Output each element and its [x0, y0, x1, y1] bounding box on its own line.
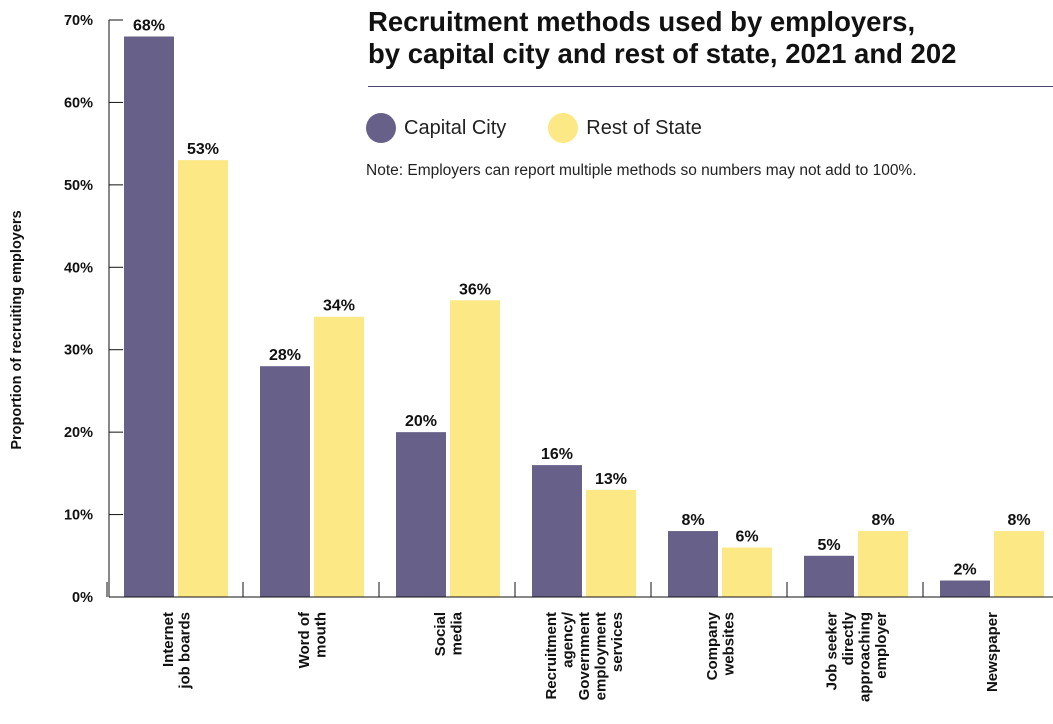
- data-label-capital-city: 2%: [953, 562, 976, 579]
- x-category-label: Socialmedia: [432, 611, 466, 656]
- data-label-rest-of-state: 8%: [1007, 512, 1030, 529]
- y-axis: 0% 10% 20% 30% 40% 50% 60% 70%: [64, 13, 123, 606]
- x-category-label: Internetjob boards: [160, 612, 194, 690]
- y-tick-label: 20%: [64, 425, 93, 441]
- bar-rest-of-state: [450, 300, 500, 597]
- bar-rest-of-state: [722, 547, 772, 597]
- y-tick-label: 60%: [64, 95, 93, 111]
- svg-text:Word ofmouth: Word ofmouth: [296, 611, 330, 668]
- legend-item-rest-of-state: Rest of State: [548, 113, 702, 143]
- data-label-rest-of-state: 53%: [187, 141, 219, 158]
- data-label-rest-of-state: 13%: [595, 471, 627, 488]
- chart-note: Note: Employers can report multiple meth…: [366, 162, 917, 179]
- bar-capital-city: [668, 531, 718, 597]
- svg-text:Socialmedia: Socialmedia: [432, 611, 466, 656]
- data-label-rest-of-state: 6%: [735, 529, 758, 546]
- bar-capital-city: [124, 36, 174, 597]
- data-label-rest-of-state: 34%: [323, 298, 355, 315]
- x-category-label: Newspaper: [984, 612, 1001, 692]
- data-label-capital-city: 5%: [817, 537, 840, 554]
- chart-title-line-2: by capital city and rest of state, 2021 …: [368, 38, 957, 69]
- data-label-capital-city: 28%: [269, 347, 301, 364]
- legend: Capital City Rest of State: [366, 112, 744, 144]
- y-tick-label: 30%: [64, 343, 93, 359]
- y-tick-label: 50%: [64, 178, 93, 194]
- svg-text:Internetjob boards: Internetjob boards: [160, 612, 194, 690]
- legend-swatch-capital-city: [366, 113, 396, 143]
- x-axis: Internetjob boards Word ofmouth Socialmedi…: [106, 582, 1053, 702]
- chart-title: Recruitment methods used by employers, b…: [368, 6, 1053, 70]
- chart-title-line-1: Recruitment methods used by employers,: [368, 6, 916, 37]
- data-label-capital-city: 16%: [541, 446, 573, 463]
- bars: 68% 53% 28% 34% 20% 36% 16% 13% 8% 6% 5% 8% 2% 8%: [124, 17, 1044, 597]
- bar-rest-of-state: [586, 489, 636, 597]
- bar-capital-city: [940, 580, 990, 597]
- svg-text:Job seekerdirectlyapproachinge: Job seekerdirectlyapproachingemployer: [823, 611, 890, 702]
- bar-capital-city: [804, 555, 854, 597]
- x-category-label: Word ofmouth: [296, 611, 330, 668]
- y-tick-label: 70%: [64, 13, 93, 29]
- legend-swatch-rest-of-state: [548, 113, 579, 143]
- x-category-label: Recruitmentagency/Governmentemploymentse…: [543, 611, 626, 700]
- data-label-rest-of-state: 36%: [459, 281, 491, 298]
- y-tick-label: 10%: [64, 508, 93, 524]
- bar-rest-of-state: [858, 531, 908, 597]
- data-label-capital-city: 20%: [405, 413, 437, 430]
- y-tick-label: 0%: [72, 590, 93, 606]
- bar-capital-city: [396, 432, 446, 597]
- bar-rest-of-state: [178, 160, 228, 597]
- data-label-rest-of-state: 8%: [871, 512, 894, 529]
- svg-text:Recruitmentagency/Governmentem: Recruitmentagency/Governmentemploymentse…: [543, 611, 626, 700]
- y-axis-label: Proportion of recruiting employers: [9, 210, 25, 449]
- x-category-label: Companywebsites: [704, 611, 738, 680]
- title-divider: [368, 86, 1053, 87]
- svg-text:Newspaper: Newspaper: [984, 612, 1001, 692]
- y-tick-label: 40%: [64, 260, 93, 276]
- bar-rest-of-state: [314, 316, 364, 597]
- data-label-capital-city: 8%: [681, 512, 704, 529]
- x-category-label: Job seekerdirectlyapproachingemployer: [823, 611, 890, 702]
- legend-label-rest-of-state: Rest of State: [586, 116, 702, 139]
- bar-capital-city: [532, 465, 582, 597]
- data-label-capital-city: 68%: [133, 17, 165, 34]
- bar-capital-city: [260, 366, 310, 597]
- legend-label-capital-city: Capital City: [404, 116, 507, 139]
- legend-item-capital-city: Capital City: [366, 113, 506, 143]
- bar-rest-of-state: [994, 531, 1044, 597]
- svg-text:Companywebsites: Companywebsites: [704, 611, 738, 680]
